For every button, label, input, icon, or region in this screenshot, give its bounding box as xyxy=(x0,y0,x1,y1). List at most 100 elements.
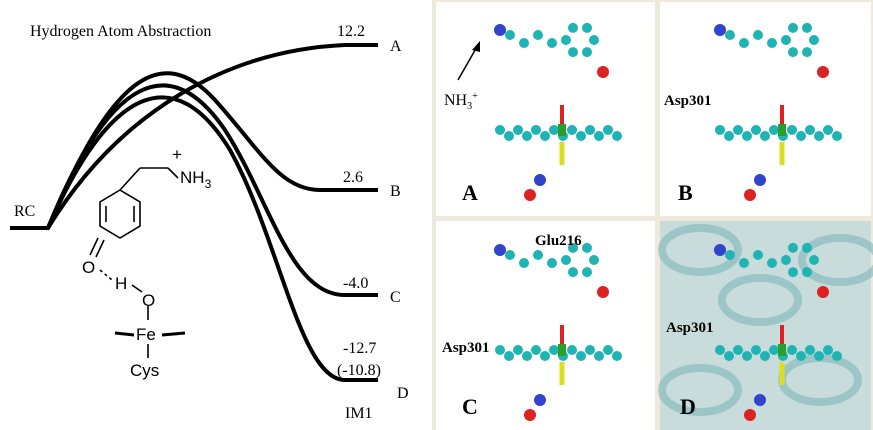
atom xyxy=(495,345,505,355)
h-bond xyxy=(100,270,112,280)
fe xyxy=(558,344,566,356)
atom xyxy=(534,174,546,186)
atom xyxy=(505,30,515,40)
fe xyxy=(778,124,786,136)
residue: Asp301 xyxy=(666,320,714,336)
atom xyxy=(513,125,523,135)
annotation-sub: 3 xyxy=(467,101,472,112)
atom xyxy=(597,286,609,298)
atom xyxy=(494,244,506,256)
atom xyxy=(725,250,735,260)
diagram-title: Hydrogen Atom Abstraction xyxy=(30,23,211,40)
atom xyxy=(714,24,726,36)
atom xyxy=(805,125,815,135)
atom xyxy=(809,35,819,45)
atom xyxy=(561,255,571,265)
atom xyxy=(531,345,541,355)
atom xyxy=(582,47,592,57)
porphyrin-bar xyxy=(115,333,134,335)
atom xyxy=(603,125,613,135)
atom xyxy=(769,125,779,135)
atom xyxy=(744,409,756,421)
atom xyxy=(531,125,541,135)
atom xyxy=(788,243,798,253)
atom-h: H xyxy=(115,274,127,293)
atom xyxy=(594,131,604,141)
atom xyxy=(494,24,506,36)
atom xyxy=(589,35,599,45)
start-label: RC xyxy=(14,203,35,220)
atom xyxy=(549,125,559,135)
residue: Glu216 xyxy=(535,233,582,249)
double-bond xyxy=(90,238,98,255)
atom xyxy=(561,35,571,45)
atom xyxy=(505,250,515,260)
atom xyxy=(519,258,529,268)
figure: Hydrogen Atom Abstraction RC 12.2 A 2.6 … xyxy=(0,0,873,430)
annotation-text: NH xyxy=(444,92,468,109)
amine-sub: 3 xyxy=(205,177,212,191)
atom xyxy=(724,131,734,141)
atom xyxy=(817,66,829,78)
charge: + xyxy=(172,145,182,164)
atom xyxy=(754,394,766,406)
atom xyxy=(754,174,766,186)
atom xyxy=(751,345,761,355)
atom xyxy=(760,351,770,361)
chain xyxy=(120,168,140,190)
atom xyxy=(534,394,546,406)
atom xyxy=(519,38,529,48)
atom xyxy=(767,38,777,48)
amine-text: NH xyxy=(180,168,205,187)
atom-o2: O xyxy=(142,291,155,310)
atom xyxy=(832,131,842,141)
atom xyxy=(540,351,550,361)
energy-c: -4.0 xyxy=(343,275,368,292)
atom xyxy=(802,243,812,253)
bond xyxy=(132,285,142,292)
atom xyxy=(781,255,791,265)
atom xyxy=(814,131,824,141)
residue: Asp301 xyxy=(442,340,490,356)
atom xyxy=(582,267,592,277)
atom xyxy=(504,351,514,361)
double-bond xyxy=(96,240,104,257)
atom xyxy=(576,351,586,361)
atom xyxy=(513,345,523,355)
atom xyxy=(724,351,734,361)
atom xyxy=(533,30,543,40)
atom xyxy=(787,345,797,355)
atom xyxy=(760,131,770,141)
atom xyxy=(504,131,514,141)
atom xyxy=(715,345,725,355)
energy-a: 12.2 xyxy=(337,23,365,40)
atom xyxy=(788,267,798,277)
atom xyxy=(589,255,599,265)
energy-d: -12.7 xyxy=(343,340,376,357)
atom xyxy=(753,30,763,40)
atom xyxy=(597,66,609,78)
panel-label: C xyxy=(462,394,478,419)
atom xyxy=(585,345,595,355)
atom-fe: Fe xyxy=(136,325,156,344)
atom xyxy=(524,189,536,201)
atom xyxy=(781,35,791,45)
atom xyxy=(767,258,777,268)
atom xyxy=(547,258,557,268)
ligand: Cys xyxy=(130,361,159,380)
atom xyxy=(814,351,824,361)
path-label-a: A xyxy=(390,38,402,55)
atom xyxy=(576,131,586,141)
atom xyxy=(733,125,743,135)
atom xyxy=(744,189,756,201)
path-label-d: D xyxy=(397,385,409,402)
atom xyxy=(742,351,752,361)
atom xyxy=(788,23,798,33)
atom xyxy=(796,131,806,141)
atom-o1: O xyxy=(82,258,95,277)
atom xyxy=(549,345,559,355)
fe xyxy=(778,344,786,356)
atom xyxy=(751,125,761,135)
atom xyxy=(823,125,833,135)
atom xyxy=(567,125,577,135)
